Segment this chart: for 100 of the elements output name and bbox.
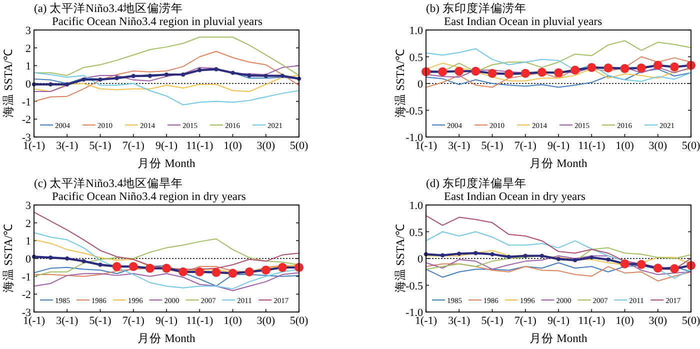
line-series [34, 74, 300, 92]
point [195, 267, 204, 276]
point [556, 256, 561, 262]
point [98, 77, 102, 82]
point [82, 77, 86, 82]
point [653, 60, 662, 70]
point [82, 259, 86, 264]
y-tick-label: 2 [26, 218, 31, 230]
chart-subtitle: East Indian Ocean in dry years [444, 191, 586, 203]
x-tick-label: 3(-1) [56, 315, 78, 327]
point [228, 268, 238, 278]
point [440, 253, 445, 258]
y-tick-label: 0 [418, 78, 424, 90]
y-tick-label: -2 [22, 289, 31, 302]
point [48, 82, 53, 86]
x-tick-label: 3(0) [256, 140, 276, 152]
y-tick-label: -2 [22, 114, 31, 126]
point [537, 68, 546, 77]
point [604, 63, 613, 72]
x-tick-label: 3(0) [648, 140, 668, 152]
x-tick-label: 5(0) [290, 315, 308, 327]
point [198, 68, 202, 72]
point [48, 256, 53, 260]
point [474, 251, 478, 256]
chart-subtitle: Pacific Ocean Niño3.4 region in pluvial years [52, 16, 263, 28]
y-axis-title: 海温 SSTA/℃ [394, 48, 407, 118]
y-tick-label: 0 [26, 78, 32, 90]
point [131, 74, 136, 78]
x-tick-label: 3(-1) [448, 140, 470, 152]
x-tick-label: 3(-1) [448, 315, 470, 327]
x-tick-label: 7(-1) [122, 315, 145, 327]
y-tick-label: 0 [418, 254, 424, 266]
x-axis-title: 月份 Month [530, 157, 588, 170]
y-tick-label: 3 [26, 200, 32, 212]
line-series [426, 48, 692, 82]
point [523, 254, 528, 258]
y-tick-label: 1.0 [409, 200, 424, 212]
point [620, 259, 630, 268]
point [454, 66, 464, 76]
point [540, 254, 544, 258]
point [244, 267, 254, 276]
chart-subtitle: Pacific Ocean Niño3.4 region in dry years [52, 191, 246, 203]
point [247, 73, 252, 78]
x-tick-label: 11(-1) [578, 315, 606, 327]
point [471, 66, 480, 76]
point [636, 63, 646, 72]
y-tick-label: 1.0 [409, 25, 424, 37]
x-axis-title: 月份 Month [138, 157, 196, 170]
point [278, 262, 287, 272]
x-tick-label: 9(-1) [156, 140, 178, 152]
point [606, 257, 610, 262]
point [504, 69, 514, 78]
point [620, 64, 630, 74]
point [590, 255, 594, 260]
x-tick-label: 11(-1) [578, 140, 606, 152]
point [178, 267, 188, 276]
y-axis-title: 海温 SSTA/℃ [394, 223, 407, 293]
x-tick-label: 9(-1) [156, 315, 178, 327]
point [162, 264, 171, 273]
y-tick-label: 1 [26, 236, 31, 248]
point [264, 74, 268, 78]
x-tick-label: 5(0) [290, 140, 308, 152]
point [145, 264, 154, 273]
y-axis-title: 海温 SSTA/℃ [2, 223, 15, 293]
point [438, 67, 448, 76]
x-tick-label: 3(0) [648, 315, 668, 327]
chart-title: (b) 东印度洋偏涝年 [426, 1, 526, 15]
x-tick-label: 7(-1) [514, 140, 537, 152]
point [98, 262, 102, 267]
point [112, 262, 122, 272]
x-tick-label: 3(0) [256, 315, 276, 327]
y-tick-label: 0.5 [409, 226, 424, 239]
line-series [34, 50, 300, 102]
x-tick-label: 5(0) [682, 140, 700, 152]
y-tick-label: -0.5 [406, 105, 424, 118]
x-tick-label: 5(-1) [89, 140, 112, 152]
point [148, 74, 152, 78]
point [230, 70, 235, 75]
line-series [426, 263, 692, 282]
point [457, 252, 462, 256]
point [570, 66, 580, 75]
y-tick-label: 3 [26, 25, 32, 37]
x-axis-title: 月份 Month [138, 332, 196, 345]
y-tick-label: -1 [22, 271, 31, 284]
y-tick-label: -1 [22, 96, 31, 108]
y-tick-label: -0.5 [406, 280, 424, 292]
x-tick-label: 5(-1) [481, 315, 504, 327]
x-tick-label: 5(-1) [481, 140, 504, 152]
line-series [34, 72, 300, 106]
point [261, 266, 270, 275]
point [554, 68, 563, 78]
x-tick-label: 7(-1) [122, 140, 145, 152]
point [490, 252, 494, 256]
y-tick-label: 0 [26, 254, 32, 266]
point [65, 82, 70, 86]
x-tick-label: 1(-1) [23, 315, 46, 327]
chart-title: (a) 太平洋Niño3.4地区偏涝年 [34, 2, 184, 15]
point [214, 67, 218, 72]
x-tick-label: 11(-1) [186, 140, 214, 152]
x-tick-label: 3(-1) [56, 140, 78, 152]
